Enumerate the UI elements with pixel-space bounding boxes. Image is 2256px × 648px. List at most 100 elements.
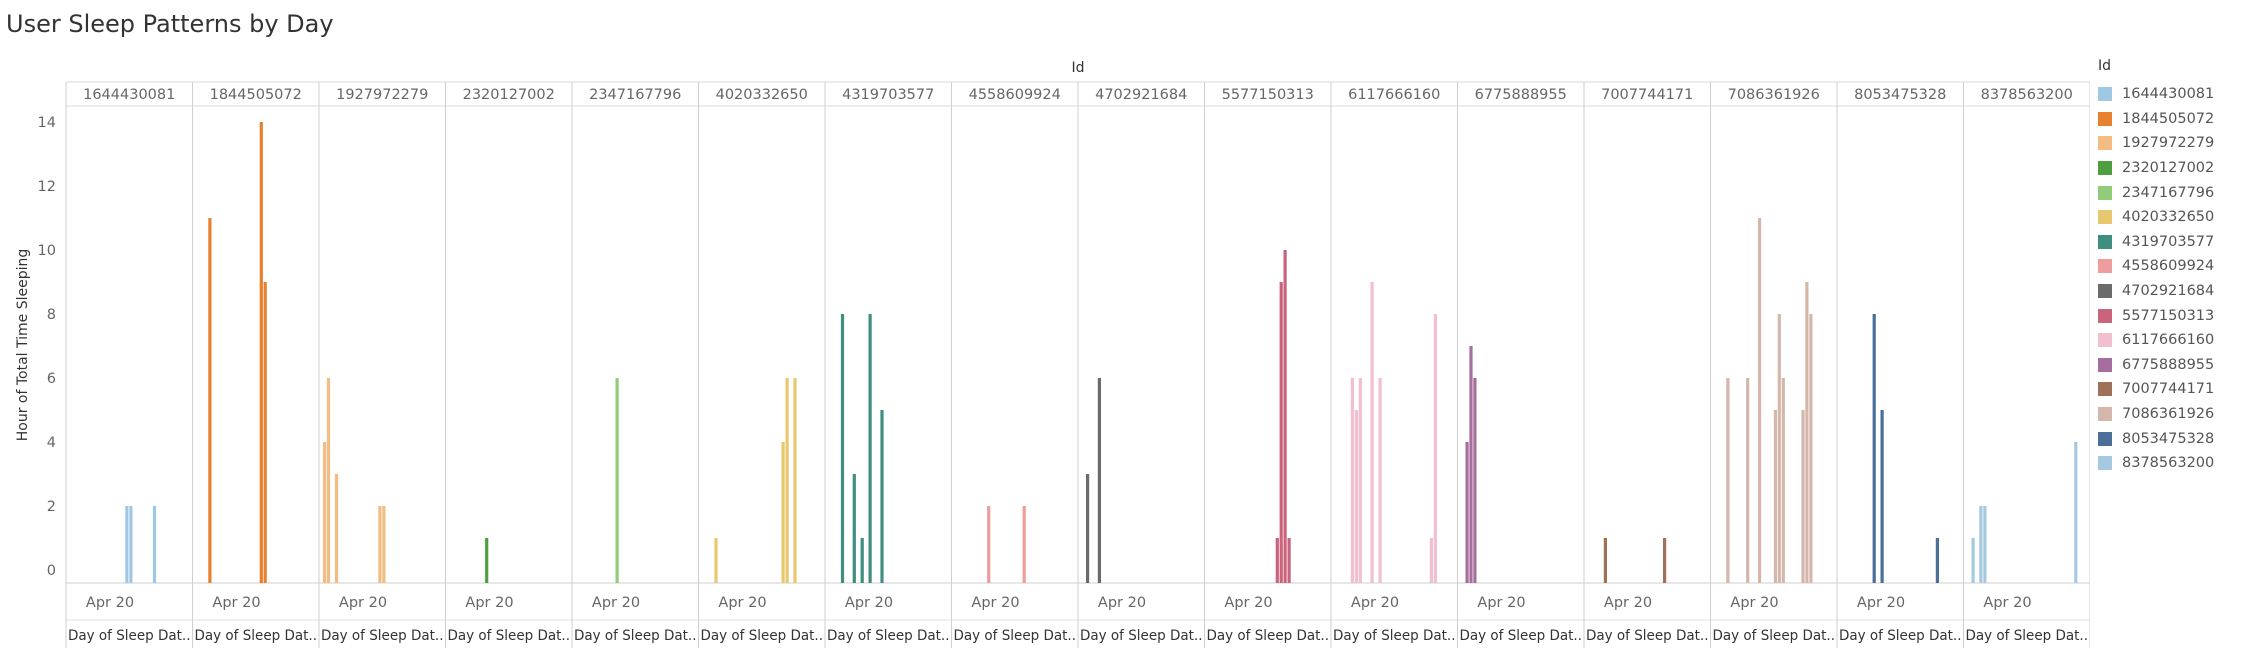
legend-item: 1844505072 xyxy=(2098,107,2248,132)
bar xyxy=(781,442,785,583)
y-tick-label: 14 xyxy=(38,115,56,131)
legend-label: 5577150313 xyxy=(2122,307,2215,324)
legend-item: 1644430081 xyxy=(2098,82,2248,107)
bar xyxy=(1979,506,1983,583)
x-tick-label: Apr 20 xyxy=(1857,595,1905,611)
panel-frames xyxy=(65,81,2090,648)
bar xyxy=(1378,378,1382,583)
x-axis-title: Day of Sleep Dat.. xyxy=(1080,628,1203,644)
bar xyxy=(125,506,129,583)
bar xyxy=(1805,282,1809,583)
x-axis-title: Day of Sleep Dat.. xyxy=(1207,628,1330,644)
bar xyxy=(1801,410,1805,583)
legend-swatch xyxy=(2098,185,2112,200)
bar xyxy=(1777,314,1781,583)
legend-item: 8378563200 xyxy=(2098,451,2248,476)
legend-items: 1644430081 1844505072 1927972279 2320127002… xyxy=(2098,82,2248,476)
y-tick-label: 12 xyxy=(38,179,56,195)
bar xyxy=(1726,378,1730,583)
panel-header-label: 1644430081 xyxy=(83,87,175,103)
y-tick-label: 2 xyxy=(47,499,56,515)
y-tick-label: 10 xyxy=(38,243,56,259)
legend-label: 2347167796 xyxy=(2122,184,2215,201)
bar xyxy=(714,538,718,583)
x-tick-label: Apr 20 xyxy=(1098,595,1146,611)
bar xyxy=(129,506,133,583)
bar xyxy=(1663,538,1667,583)
bar xyxy=(1872,314,1876,583)
legend-label: 2320127002 xyxy=(2122,160,2215,177)
bar xyxy=(152,506,157,583)
legend-swatch xyxy=(2098,259,2112,274)
panel-header-label: 4558609924 xyxy=(969,87,1061,103)
panel-header-label: 8053475328 xyxy=(1854,87,1946,103)
y-tick-label: 8 xyxy=(47,307,56,323)
bar xyxy=(1429,538,1433,583)
legend-item: 7086361926 xyxy=(2098,402,2248,427)
bar xyxy=(208,218,212,583)
bar xyxy=(1279,282,1283,583)
legend-swatch xyxy=(2098,333,2112,348)
panel-header-label: 7086361926 xyxy=(1728,87,1820,103)
bar xyxy=(1983,506,1987,583)
x-tick-label: Apr 20 xyxy=(1224,595,1272,611)
panel-header-label: 4702921684 xyxy=(1095,87,1187,103)
legend-swatch xyxy=(2098,382,2112,397)
bar xyxy=(1880,410,1884,583)
bar xyxy=(2074,442,2078,583)
legend-label: 4319703577 xyxy=(2122,233,2215,250)
legend-swatch xyxy=(2098,284,2112,299)
bar xyxy=(1287,538,1291,583)
x-axis-title: Day of Sleep Dat.. xyxy=(448,628,571,644)
x-tick-label: Apr 20 xyxy=(465,595,513,611)
panel-header-label: 1927972279 xyxy=(336,87,428,103)
bar xyxy=(1354,410,1358,583)
legend-item: 6775888955 xyxy=(2098,353,2248,378)
legend-item: 2320127002 xyxy=(2098,156,2248,181)
legend-swatch xyxy=(2098,357,2112,372)
panel-header-label: 1844505072 xyxy=(210,87,302,103)
legend-title: Id xyxy=(2098,58,2112,74)
y-tick-label: 6 xyxy=(47,371,56,387)
y-tick-label: 4 xyxy=(47,435,56,451)
legend-label: 8053475328 xyxy=(2122,430,2215,447)
x-tick-label: Apr 20 xyxy=(1351,595,1399,611)
x-tick-label: Apr 20 xyxy=(1477,595,1525,611)
x-axis-title: Day of Sleep Dat.. xyxy=(321,628,444,644)
bar xyxy=(382,506,386,583)
bar xyxy=(880,410,884,583)
bar xyxy=(1283,250,1287,583)
legend-item: 4702921684 xyxy=(2098,279,2248,304)
panel-header-label: 2320127002 xyxy=(463,87,555,103)
x-axis-title: Day of Sleep Dat.. xyxy=(68,628,191,644)
y-tick-label: 0 xyxy=(47,563,56,579)
x-tick-label: Apr 20 xyxy=(339,595,387,611)
bar xyxy=(987,506,991,583)
legend: Id 1644430081 1844505072 1927972279 2320127… xyxy=(2098,58,2248,476)
x-tick-label: Apr 20 xyxy=(1604,595,1652,611)
x-tick-label: Apr 20 xyxy=(845,595,893,611)
legend-swatch xyxy=(2098,431,2112,446)
bar xyxy=(1773,410,1777,583)
chart-svg: Id Hour of Total Time Sleeping 0 2 4 6 8 10 12 14… xyxy=(15,60,2090,648)
bar xyxy=(1971,538,1975,583)
legend-item: 6117666160 xyxy=(2098,328,2248,353)
bar xyxy=(1275,538,1279,583)
legend-swatch xyxy=(2098,308,2112,323)
legend-label: 6775888955 xyxy=(2122,356,2215,373)
bar xyxy=(793,378,797,583)
x-tick-label: Apr 20 xyxy=(718,595,766,611)
bar xyxy=(485,538,489,583)
panel-header-label: 6117666160 xyxy=(1348,87,1440,103)
bar xyxy=(1358,378,1362,583)
bar xyxy=(1781,378,1785,583)
bar xyxy=(1097,378,1101,583)
x-axis-title: Day of Sleep Dat.. xyxy=(1460,628,1583,644)
legend-item: 4319703577 xyxy=(2098,230,2248,255)
legend-swatch xyxy=(2098,210,2112,225)
bar xyxy=(615,378,619,583)
x-axis-title: Day of Sleep Dat.. xyxy=(1713,628,1836,644)
bar xyxy=(852,474,856,583)
panel-header-label: 8378563200 xyxy=(1981,87,2073,103)
chart-bars xyxy=(125,122,2078,583)
